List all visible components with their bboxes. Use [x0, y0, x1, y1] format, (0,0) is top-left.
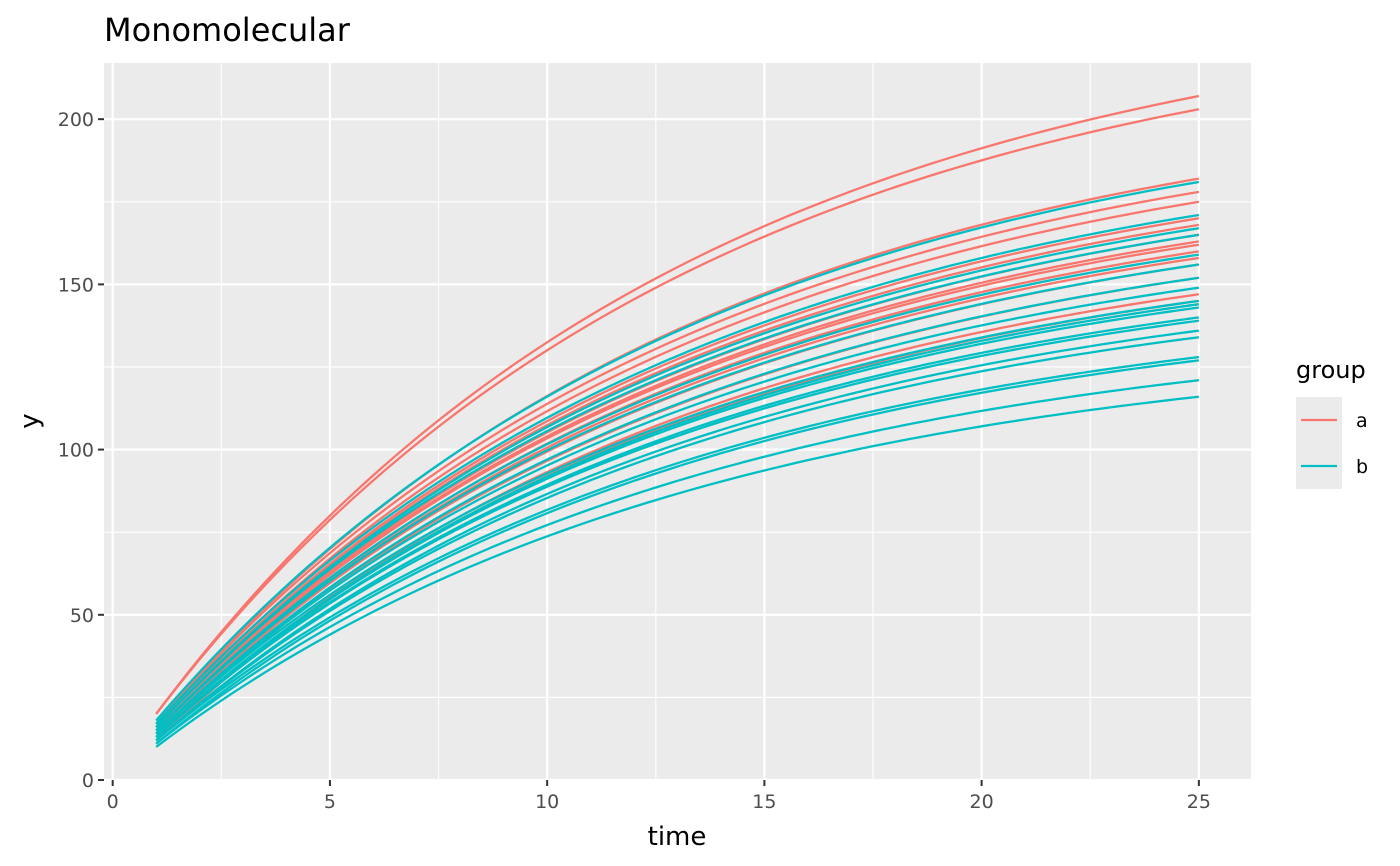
curve-b	[155, 227, 1200, 728]
curve-b	[155, 213, 1200, 725]
chart-title: Monomolecular	[104, 11, 351, 49]
y-tick-label: 100	[58, 440, 94, 462]
x-axis: 0 5 10 15 20 25	[107, 780, 1211, 813]
x-tick-label: 15	[752, 791, 776, 813]
curve-a	[155, 243, 1200, 732]
major-gridlines	[104, 63, 1251, 782]
legend: group a b	[1296, 356, 1368, 489]
curve-b	[155, 319, 1200, 738]
legend-label-b: b	[1356, 456, 1368, 478]
y-axis-title: y	[15, 413, 45, 428]
curve-a	[155, 108, 1200, 715]
curve-b	[155, 286, 1200, 735]
curve-b	[155, 336, 1200, 742]
curve-b	[155, 253, 1200, 732]
curve-a	[155, 94, 1200, 715]
curve-b	[155, 276, 1200, 735]
x-tick-label: 20	[970, 791, 994, 813]
y-tick-label: 0	[82, 770, 94, 792]
y-tick-label: 150	[58, 274, 94, 296]
curve-b	[155, 395, 1199, 748]
x-axis-title: time	[648, 822, 707, 852]
y-axis: 0 50 100 150 200	[58, 109, 104, 792]
curve-b	[155, 355, 1199, 742]
legend-label-a: a	[1356, 410, 1368, 432]
curve-b	[155, 233, 1200, 728]
curve-a	[155, 190, 1200, 725]
x-tick-label: 25	[1187, 791, 1211, 813]
x-tick-label: 10	[535, 791, 559, 813]
curve-b	[155, 329, 1200, 742]
curve-a	[155, 217, 1200, 728]
curves	[155, 94, 1200, 748]
curve-b	[155, 306, 1200, 738]
x-tick-label: 0	[107, 791, 119, 813]
y-tick-label: 200	[58, 109, 94, 131]
curve-b	[155, 263, 1200, 732]
legend-title: group	[1296, 356, 1366, 384]
curve-b	[155, 379, 1199, 745]
curve-b	[155, 180, 1200, 722]
x-tick-label: 5	[324, 791, 336, 813]
y-tick-label: 50	[70, 605, 94, 627]
curve-a	[155, 200, 1200, 728]
curve-b	[155, 299, 1200, 735]
curve-b	[155, 359, 1199, 745]
